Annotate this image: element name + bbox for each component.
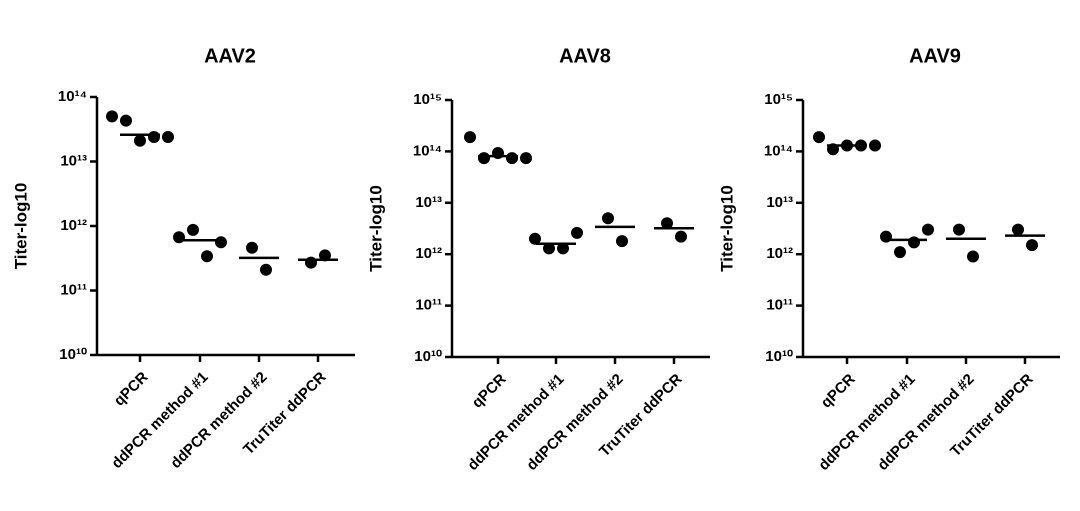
data-point [894,246,906,259]
data-point [908,236,920,249]
data-point [134,134,146,147]
data-point [869,139,881,152]
y-tick-label: 10¹³ [766,194,793,211]
data-point [602,212,614,225]
data-point [520,152,532,165]
y-tick-label: 10¹³ [60,152,87,169]
data-point [215,236,227,249]
data-point [120,114,132,127]
x-tick-label: ddPCR method #1 [464,371,567,474]
y-tick-label: 10¹⁰ [59,346,87,363]
chart-title: AAV8 [559,45,611,67]
data-point [162,130,174,143]
y-tick-label: 10¹² [766,245,793,262]
data-point [246,241,258,254]
data-point [319,249,331,262]
y-tick-label: 10¹⁵ [413,91,442,108]
y-tick-label: 10¹⁴ [413,142,442,159]
y-tick-label: 10¹¹ [766,297,793,314]
data-point [529,232,541,245]
y-tick-label: 10¹³ [415,194,442,211]
y-axis-label: Titer-log10 [11,183,30,270]
y-tick-label: 10¹⁰ [765,348,793,365]
y-tick-label: 10¹¹ [415,297,442,314]
x-tick-label: qPCR [818,371,859,412]
data-point [616,235,628,248]
data-point [571,226,583,239]
x-tick-label: qPCR [111,369,152,410]
data-point [661,217,673,230]
data-point [478,152,490,165]
data-point [813,131,825,144]
data-point [260,263,272,276]
data-point [464,131,476,144]
data-point [543,242,555,255]
y-tick-label: 10¹⁴ [58,88,87,105]
y-tick-label: 10¹⁴ [764,142,793,159]
data-point [106,110,118,123]
y-tick-label: 10¹² [415,245,442,262]
y-tick-label: 10¹⁰ [414,348,442,365]
data-point [953,223,965,236]
y-tick-label: 10¹² [60,217,87,234]
y-axis-label: Titer-log10 [717,185,736,272]
y-axis-label: Titer-log10 [366,185,385,272]
data-point [967,250,979,263]
data-point [922,223,934,236]
data-point [201,250,213,263]
data-point [557,242,569,255]
data-point [675,230,687,243]
x-tick-label: qPCR [469,371,510,412]
chart-title: AAV9 [909,45,961,67]
y-tick-label: 10¹¹ [60,281,87,298]
data-point [1012,223,1024,236]
data-point [506,152,518,165]
y-tick-label: 10¹⁵ [764,91,793,108]
data-point [187,223,199,236]
data-point [1026,239,1038,252]
data-point [148,130,160,143]
chart-title: AAV2 [204,45,256,67]
